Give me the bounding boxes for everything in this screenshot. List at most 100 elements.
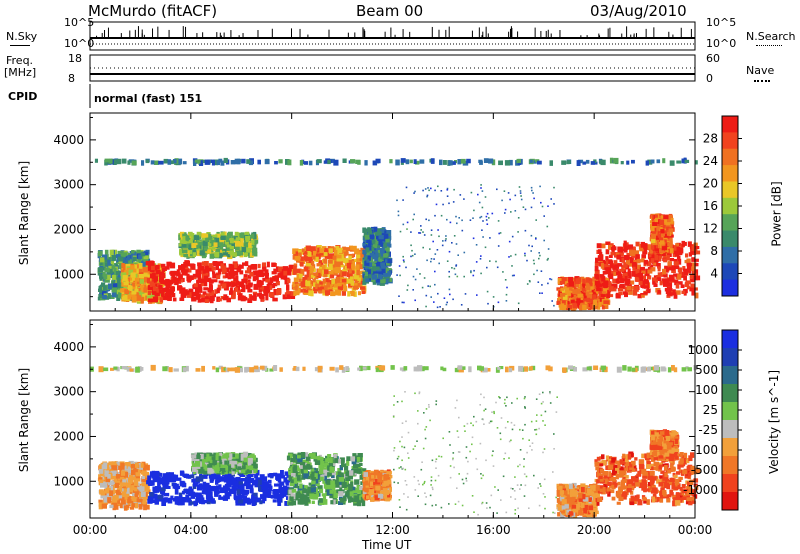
- data-cell: [249, 272, 254, 277]
- data-cell: [369, 240, 373, 245]
- data-cell: [115, 489, 120, 495]
- data-cell: [144, 291, 150, 296]
- data-cell: [360, 253, 366, 257]
- data-cell: [188, 275, 194, 280]
- data-cell: [586, 297, 590, 303]
- data-cell: [535, 219, 537, 221]
- data-cell: [624, 245, 629, 251]
- data-cell: [654, 218, 659, 223]
- data-cell: [651, 233, 657, 239]
- data-cell: [376, 235, 381, 240]
- data-cell: [231, 294, 236, 299]
- data-cell: [104, 484, 108, 491]
- data-cell: [185, 291, 190, 295]
- data-cell: [656, 226, 661, 231]
- data-cell: [232, 290, 236, 296]
- data-cell: [229, 250, 235, 256]
- data-cell: [520, 198, 523, 201]
- data-cell: [104, 249, 109, 255]
- data-cell: [252, 496, 258, 503]
- data-cell: [268, 292, 275, 297]
- data-cell: [102, 262, 108, 268]
- data-cell: [98, 474, 102, 480]
- data-cell: [99, 465, 104, 469]
- data-cell: [603, 300, 609, 304]
- data-cell: [252, 252, 257, 256]
- data-cell: [436, 306, 439, 309]
- data-cell: [115, 475, 120, 479]
- data-cell: [284, 501, 289, 506]
- data-cell: [486, 290, 489, 293]
- data-cell: [361, 290, 366, 294]
- data-cell: [149, 261, 155, 265]
- data-cell: [479, 216, 481, 219]
- data-cell: [650, 159, 655, 164]
- data-cell: [688, 252, 692, 257]
- data-cell: [203, 247, 209, 251]
- data-cell: [592, 294, 597, 299]
- data-cell: [142, 466, 147, 471]
- data-cell: [157, 282, 161, 287]
- data-cell: [228, 263, 233, 270]
- data-cell: [402, 223, 405, 226]
- data-cell: [238, 264, 242, 270]
- data-cell: [350, 270, 355, 274]
- data-cell: [376, 281, 381, 285]
- data-cell: [105, 495, 109, 500]
- data-cell: [543, 239, 545, 242]
- data-cell: [204, 482, 210, 487]
- data-cell: [236, 267, 242, 273]
- data-cell: [151, 293, 156, 297]
- data-cell: [124, 289, 129, 294]
- data-cell: [247, 484, 254, 489]
- data-cell: [353, 285, 358, 290]
- data-cell: [565, 287, 570, 292]
- data-cell: [185, 235, 190, 241]
- data-cell: [213, 159, 219, 165]
- data-cell: [626, 285, 632, 291]
- data-cell: [369, 252, 375, 257]
- data-cell: [266, 261, 270, 268]
- data-cell: [209, 295, 215, 302]
- data-cell: [306, 264, 311, 270]
- data-cell: [130, 469, 136, 475]
- data-cell: [323, 274, 328, 278]
- data-cell: [121, 272, 127, 278]
- data-cell: [314, 276, 319, 280]
- data-cell: [605, 249, 610, 255]
- data-cell: [219, 247, 224, 251]
- data-cell: [693, 242, 698, 248]
- data-cell: [595, 257, 599, 263]
- data-cell: [244, 261, 249, 267]
- data-cell: [210, 239, 215, 244]
- data-cell: [402, 259, 405, 261]
- data-cell: [240, 288, 246, 293]
- data-cell: [480, 187, 482, 189]
- data-cell: [264, 269, 269, 274]
- data-cell: [269, 285, 273, 290]
- data-cell: [208, 233, 212, 240]
- data-cell: [99, 285, 105, 291]
- data-cell: [98, 294, 103, 298]
- data-cell: [248, 160, 254, 166]
- data-cell: [106, 487, 111, 492]
- data-cell: [114, 482, 120, 488]
- data-cell: [362, 243, 366, 247]
- data-cell: [497, 301, 500, 304]
- data-cell: [445, 238, 447, 240]
- data-cell: [220, 235, 226, 240]
- data-cell: [691, 257, 695, 262]
- data-cell: [156, 269, 161, 275]
- data-cell: [323, 250, 329, 254]
- data-cell: [570, 299, 575, 304]
- data-cell: [433, 258, 435, 260]
- data-cell: [172, 159, 177, 164]
- data-cell: [632, 266, 636, 271]
- data-cell: [569, 296, 573, 302]
- data-cell: [143, 255, 149, 260]
- data-cell: [603, 280, 609, 286]
- data-cell: [258, 292, 263, 299]
- data-cell: [216, 287, 220, 294]
- data-cell: [185, 488, 192, 495]
